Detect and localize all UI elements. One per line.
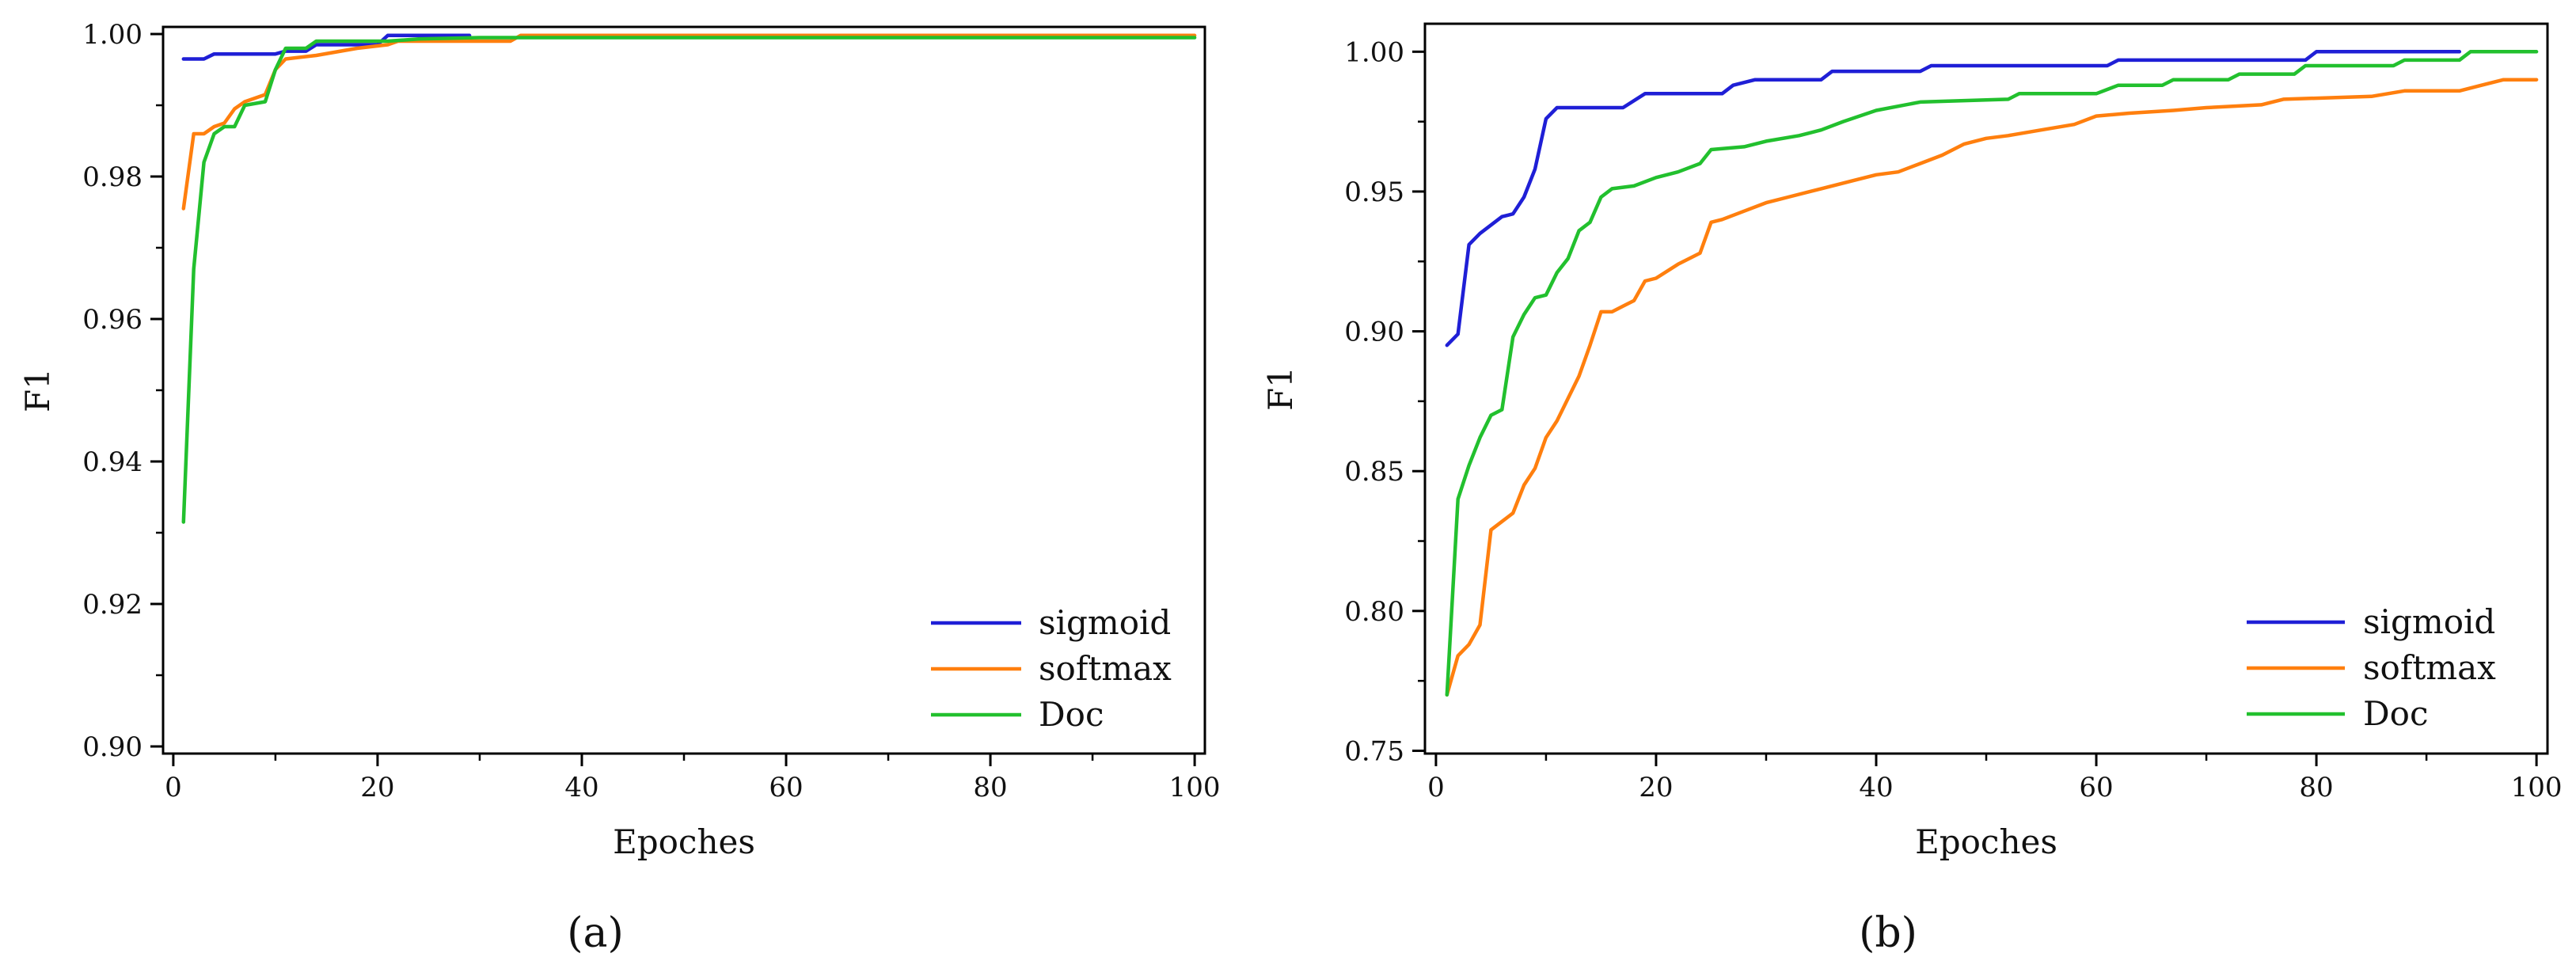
y-tick-label: 0.92 [82,589,142,621]
legend-label-sigmoid: sigmoid [2363,602,2495,641]
y-tick-label: 0.90 [1344,317,1404,348]
x-tick-label: 60 [769,772,803,803]
x-tick-label: 80 [2299,772,2333,803]
x-tick-label: 40 [564,772,598,803]
series-line-doc [181,36,1197,524]
y-tick-label: 0.95 [1344,177,1404,208]
series-line-softmax [1445,78,2539,697]
x-tick-label: 40 [1859,772,1893,803]
legend: sigmoid softmax Doc [931,603,1172,734]
y-tick-label: 0.80 [1344,596,1404,628]
y-tick-label: 1.00 [1344,36,1404,68]
x-tick-label: 100 [1169,772,1221,803]
plot-frame [1423,22,2549,755]
y-tick-label: 1.00 [82,19,142,51]
series-line-softmax [181,33,1197,211]
y-axis-title: F1 [1261,366,1300,411]
x-tick-label: 0 [165,772,182,803]
x-axis-title: Epoches [613,822,755,861]
y-tick-label: 0.98 [82,161,142,193]
x-tick-label: 60 [2079,772,2113,803]
x-tick-label: 100 [2511,772,2563,803]
legend-label-doc: Doc [2363,694,2428,733]
legend-label-doc: Doc [1039,695,1104,734]
x-tick-label: 20 [1639,772,1673,803]
y-tick-label: 0.96 [82,304,142,336]
legend-label-softmax: softmax [1039,649,1172,688]
legend: sigmoid softmax Doc [2247,602,2496,733]
y-tick-label: 0.85 [1344,456,1404,488]
legend-label-sigmoid: sigmoid [1039,603,1171,642]
y-axis-title: F1 [18,368,57,412]
y-tick-label: 0.75 [1344,735,1404,767]
x-axis-title: Epoches [1915,822,2057,861]
y-tick-label: 0.94 [82,446,142,478]
x-tick-label: 80 [973,772,1007,803]
legend-label-softmax: softmax [2363,648,2496,687]
y-tick-label: 0.90 [82,731,142,763]
series-line-doc [1445,50,2539,697]
panel-caption: (a) [567,910,624,957]
panel-caption: (b) [1859,910,1917,957]
chart-panel-a: 0 20 40 60 80 100 0.90 0.92 0.94 0.96 0.98 1.00 sigm… [18,19,1221,957]
x-tick-label: 0 [1427,772,1445,803]
plot-frame [161,25,1206,755]
x-tick-label: 20 [360,772,394,803]
series-line-sigmoid [1445,50,2462,347]
chart-panel-b: 0 20 40 60 80 100 0.75 0.80 0.85 0.90 0.95 1.00 sigm… [1261,22,2563,957]
